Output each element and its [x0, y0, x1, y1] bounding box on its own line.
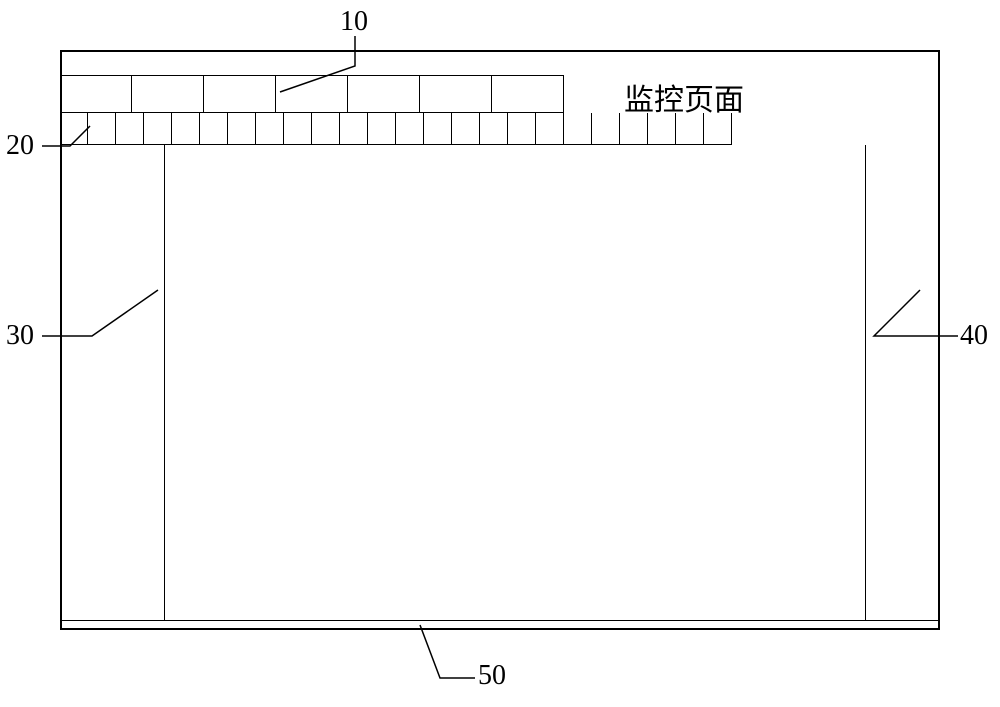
secondary-tab-cell [284, 113, 312, 145]
secondary-tab-cell [228, 113, 256, 145]
callout-label-50: 50 [478, 660, 506, 692]
callout-label-20: 20 [6, 130, 34, 162]
primary-tab-cell [492, 75, 564, 113]
primary-tab-cell [132, 75, 204, 113]
secondary-tab-cell [536, 113, 564, 145]
secondary-tab-cell [508, 113, 536, 145]
left-panel-divider [60, 145, 165, 620]
secondary-tab-cell [592, 113, 620, 145]
page-title: 监控页面 [624, 75, 744, 119]
callout-label-30: 30 [6, 320, 34, 352]
secondary-tab-cell [144, 113, 172, 145]
secondary-tab-cell [340, 113, 368, 145]
secondary-tab-cell [200, 113, 228, 145]
primary-tab-cell [276, 75, 348, 113]
secondary-tab-cell [172, 113, 200, 145]
callout-line-50 [420, 625, 475, 678]
secondary-tab-cell [452, 113, 480, 145]
primary-tab-cell [420, 75, 492, 113]
primary-tab-cell [204, 75, 276, 113]
callout-label-10: 10 [340, 6, 368, 38]
secondary-tab-cell [256, 113, 284, 145]
secondary-tab-cell [424, 113, 452, 145]
secondary-tab-cell [480, 113, 508, 145]
diagram-container: 监控页面 [60, 50, 940, 630]
secondary-tab-cell [312, 113, 340, 145]
secondary-tab-cell [368, 113, 396, 145]
secondary-tab-cell [396, 113, 424, 145]
secondary-tab-cell [116, 113, 144, 145]
callout-label-40: 40 [960, 320, 988, 352]
primary-tab-row [60, 75, 564, 113]
right-panel-divider [865, 145, 940, 620]
secondary-tab-cell [88, 113, 116, 145]
primary-tab-cell [348, 75, 420, 113]
bottom-panel-divider [60, 620, 940, 630]
secondary-tab-cell [564, 113, 592, 145]
secondary-tab-cell [60, 113, 88, 145]
primary-tab-cell [60, 75, 132, 113]
